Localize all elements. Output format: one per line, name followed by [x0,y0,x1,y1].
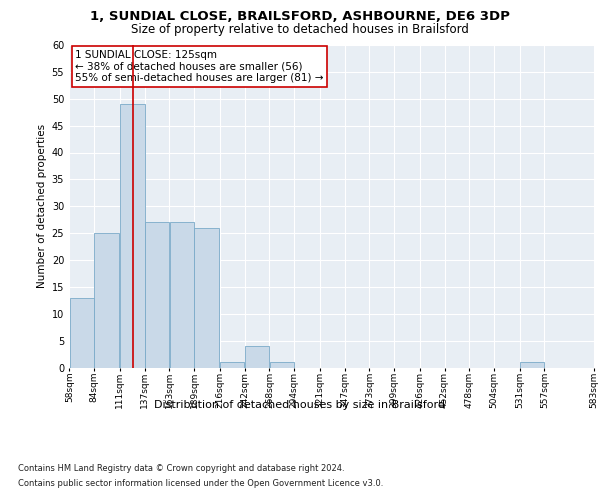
Bar [145,222,169,368]
Bar [220,362,244,368]
Text: 1, SUNDIAL CLOSE, BRAILSFORD, ASHBOURNE, DE6 3DP: 1, SUNDIAL CLOSE, BRAILSFORD, ASHBOURNE,… [90,10,510,23]
Text: Distribution of detached houses by size in Brailsford: Distribution of detached houses by size … [155,400,445,410]
Text: 1 SUNDIAL CLOSE: 125sqm
← 38% of detached houses are smaller (56)
55% of semi-de: 1 SUNDIAL CLOSE: 125sqm ← 38% of detache… [76,50,324,83]
Bar [120,104,145,368]
Bar [245,346,269,368]
Bar [194,228,219,368]
Bar [94,233,119,368]
Bar [70,298,94,368]
Bar [170,222,194,368]
Bar [269,362,294,368]
Y-axis label: Number of detached properties: Number of detached properties [37,124,47,288]
Bar [520,362,544,368]
Text: Size of property relative to detached houses in Brailsford: Size of property relative to detached ho… [131,22,469,36]
Text: Contains public sector information licensed under the Open Government Licence v3: Contains public sector information licen… [18,479,383,488]
Text: Contains HM Land Registry data © Crown copyright and database right 2024.: Contains HM Land Registry data © Crown c… [18,464,344,473]
